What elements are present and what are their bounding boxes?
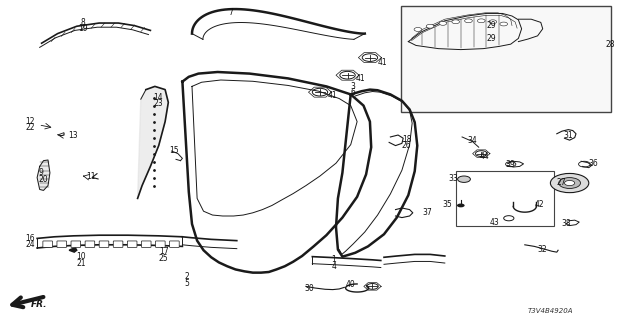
Text: 30: 30 [304,284,314,293]
Text: 41: 41 [355,74,365,83]
Circle shape [550,173,589,193]
Text: 21: 21 [77,259,86,268]
Bar [456,171,554,226]
Text: 29: 29 [486,34,496,43]
Text: 3: 3 [351,82,356,91]
Text: 44: 44 [480,152,490,161]
Circle shape [477,19,485,23]
Text: 31: 31 [563,132,573,140]
FancyBboxPatch shape [57,241,67,247]
Bar [401,6,611,112]
Text: 24: 24 [26,240,35,249]
Text: 38: 38 [561,219,571,228]
Text: 9: 9 [38,168,44,177]
Text: 33: 33 [448,174,458,183]
Text: 26: 26 [402,141,412,150]
Text: 43: 43 [490,218,499,227]
Polygon shape [69,248,77,252]
Circle shape [559,178,580,188]
Text: 5: 5 [184,279,189,288]
Circle shape [414,28,422,31]
Text: 13: 13 [68,131,78,140]
Text: 1: 1 [332,255,336,264]
Circle shape [439,21,447,25]
Circle shape [457,204,465,207]
Text: 41: 41 [328,92,337,100]
Text: 23: 23 [154,100,163,108]
Text: 29: 29 [486,21,496,30]
Text: 27: 27 [557,178,566,187]
Text: 16: 16 [26,234,35,243]
Text: 7: 7 [228,8,233,17]
FancyBboxPatch shape [170,241,179,247]
Text: 14: 14 [154,93,163,102]
Polygon shape [37,160,50,190]
Circle shape [452,20,460,24]
FancyBboxPatch shape [141,241,151,247]
Text: FR.: FR. [31,300,47,309]
Text: 28: 28 [605,40,615,49]
Text: 11: 11 [86,172,96,181]
Circle shape [426,24,434,28]
Text: 41: 41 [378,58,387,67]
Text: T3V4B4920A: T3V4B4920A [527,308,573,314]
Text: 19: 19 [78,24,88,33]
Text: 34: 34 [467,136,477,145]
Text: 42: 42 [534,200,544,209]
Text: 36: 36 [589,159,598,168]
Text: 22: 22 [26,124,35,132]
Text: 39: 39 [506,160,515,169]
Text: 37: 37 [422,208,432,217]
Text: 20: 20 [38,175,48,184]
Text: 12: 12 [26,117,35,126]
Text: 35: 35 [443,200,452,209]
Circle shape [564,180,575,186]
Text: 2: 2 [184,272,189,281]
Text: 4: 4 [332,262,337,271]
Text: 8: 8 [81,18,86,27]
Text: 6: 6 [351,88,356,97]
Circle shape [500,22,508,26]
Text: 15: 15 [170,146,179,155]
Text: 40: 40 [346,280,355,289]
Text: 18: 18 [402,135,412,144]
FancyBboxPatch shape [85,241,95,247]
Text: 10: 10 [76,252,86,261]
FancyBboxPatch shape [127,241,137,247]
Circle shape [465,19,472,23]
Text: 25: 25 [159,254,168,263]
FancyBboxPatch shape [71,241,81,247]
Text: 17: 17 [159,247,168,256]
FancyBboxPatch shape [156,241,165,247]
Circle shape [458,176,470,182]
Polygon shape [138,86,168,198]
FancyBboxPatch shape [113,241,123,247]
FancyBboxPatch shape [99,241,109,247]
FancyBboxPatch shape [43,241,52,247]
Circle shape [489,20,497,24]
Text: 32: 32 [538,245,547,254]
